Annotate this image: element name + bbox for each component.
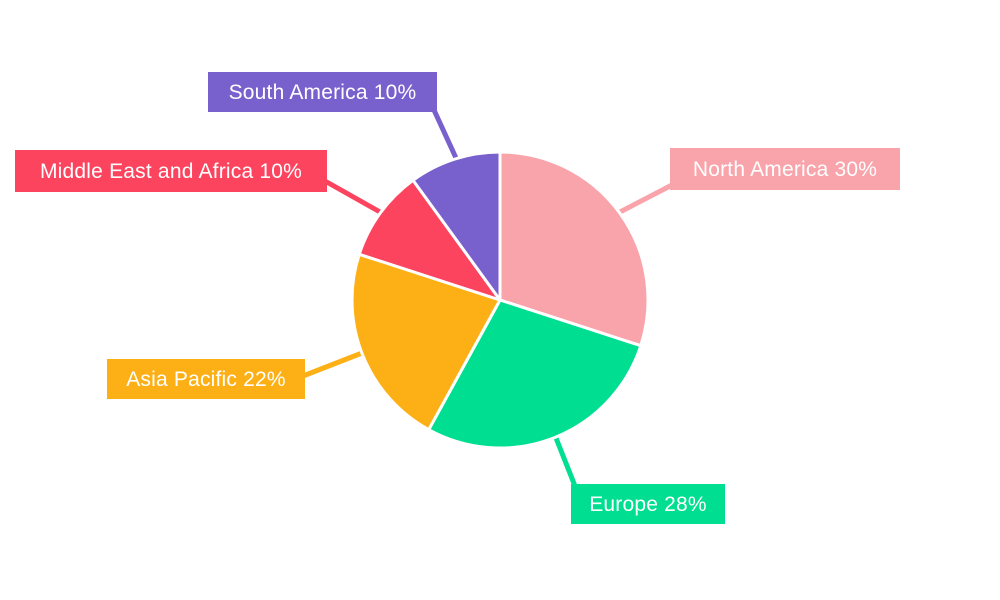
pie-label-south-america: South America 10% — [208, 72, 437, 112]
leader-line-europe — [553, 437, 578, 487]
pie-slice-europe[interactable] — [427, 298, 643, 450]
pie-label-middle-east-and-africa: Middle East and Africa 10% — [15, 150, 327, 192]
leader-line-middle-east-and-africa — [323, 178, 382, 215]
pie-slice-south-america[interactable] — [411, 150, 502, 302]
pie-label-asia-pacific: Asia Pacific 22% — [107, 359, 305, 399]
pie-label-north-america: North America 30% — [670, 148, 900, 190]
pie-slices — [350, 150, 650, 450]
pie-slice-asia-pacific[interactable] — [350, 252, 502, 432]
pie-slice-north-america[interactable] — [498, 150, 650, 348]
pie-slice-middle-east-and-africa[interactable] — [357, 178, 502, 302]
leader-line-south-america — [431, 108, 459, 160]
leader-lines — [302, 108, 674, 487]
leader-line-asia-pacific — [302, 350, 363, 379]
pie-label-europe: Europe 28% — [571, 484, 725, 524]
leader-line-north-america — [618, 182, 674, 215]
